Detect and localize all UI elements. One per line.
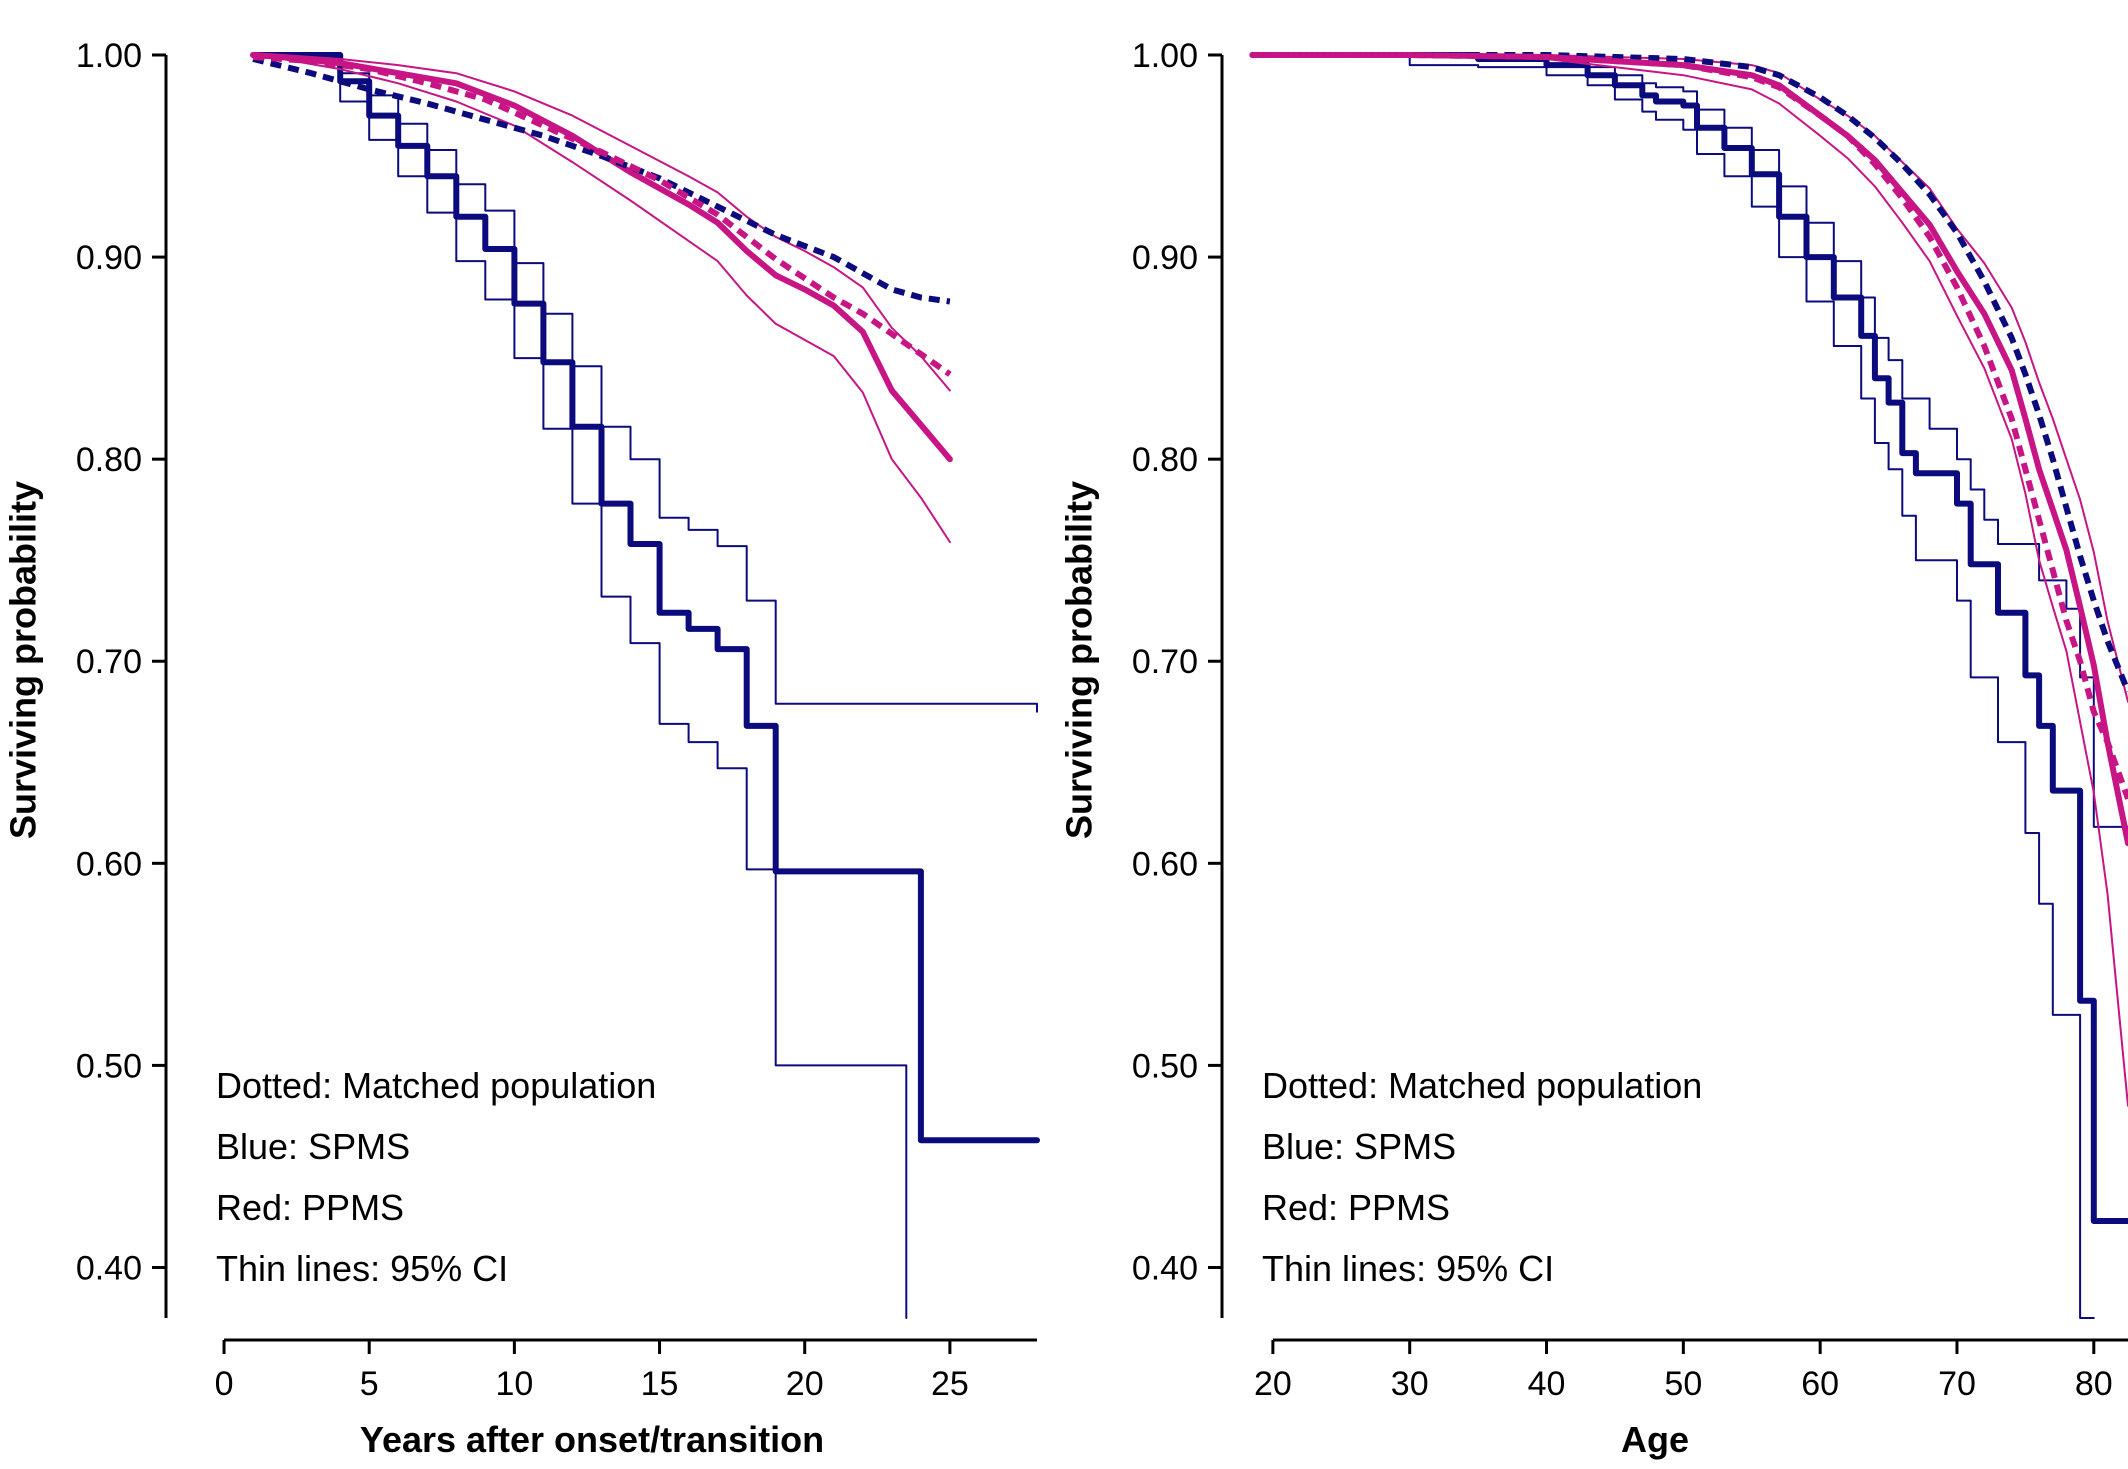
panel1-y-tick-label: 0.60 [1132,845,1198,883]
panel0-ppms-matched-line-7 [252,54,952,377]
panel0-x-tick-label: 15 [641,1365,679,1403]
panel0-x-tick-label: 20 [786,1365,824,1403]
panel1-x-tick-label: 60 [1801,1365,1839,1403]
right-series-layer [1249,52,2128,1319]
panel0-x-tick-label: 10 [495,1365,533,1403]
panel0-y-tick-label: 0.40 [76,1249,142,1287]
left-panel: 0.40 0.50 0.60 0.70 0.80 0.90 1.00 0 5 10 15 20 25 Y… [3,37,1040,1460]
panel1-x-tick-label: 70 [1938,1365,1976,1403]
panel0-y-tick-label: 0.50 [76,1047,142,1085]
right-legend-item: Red: PPMS [1262,1187,1450,1228]
left-series-layer [250,52,1040,1319]
panel1-x-tick-label: 30 [1391,1365,1429,1403]
panel0-x-tick-label: 5 [360,1365,379,1403]
right-panel: 0.40 0.50 0.60 0.70 0.80 0.90 1.00 20 30 40 50 60 70… [1059,37,2128,1460]
panel0-y-tick-label: 0.60 [76,845,142,883]
right-axes: 0.40 0.50 0.60 0.70 0.80 0.90 1.00 20 30 40 50 60 70… [1132,37,2128,1403]
panel0-spms-estimate-line-0 [250,52,1040,1144]
panel0-y-tick-label: 0.80 [76,441,142,479]
panel1-y-tick-label: 0.80 [1132,441,1198,479]
panel1-spms-matched-line-6 [1252,52,2128,693]
panel0-ppms-ci-line-4 [252,54,951,392]
left-legend: Dotted: Matched population Blue: SPMS Re… [216,1065,656,1289]
panel0-x-tick-label: 25 [931,1365,969,1403]
panel0-ppms-ci-line-5 [252,54,951,543]
right-legend-item: Thin lines: 95% CI [1262,1248,1554,1289]
panel1-x-tick-label: 20 [1254,1365,1292,1403]
left-legend-item: Red: PPMS [216,1187,404,1228]
panel1-spms-ci-line-1 [1251,54,2128,828]
panel1-y-tick-label: 0.50 [1132,1047,1198,1085]
panel1-x-tick-label: 50 [1664,1365,1702,1403]
panel1-y-tick-label: 0.90 [1132,239,1198,277]
panel1-x-tick-label: 40 [1528,1365,1566,1403]
panel1-spms-estimate-line-0 [1249,52,2128,1224]
left-legend-item: Blue: SPMS [216,1126,410,1167]
right-legend-item: Dotted: Matched population [1262,1065,1702,1106]
panel0-x-tick-label: 0 [215,1365,234,1403]
panel1-y-tick-label: 0.40 [1132,1249,1198,1287]
panel0-spms-matched-line-6 [252,56,951,305]
panel1-spms-ci-line-2 [1251,54,2095,1319]
panel0-y-tick-label: 1.00 [76,37,142,75]
panel1-ppms-estimate-line-3 [1249,52,2128,847]
panel1-y-tick-label: 1.00 [1132,37,1198,75]
panel1-ppms-ci-line-4 [1251,54,2128,703]
panel0-y-tick-label: 0.90 [76,239,142,277]
panel1-ppms-matched-line-7 [1252,52,2128,800]
left-y-axis-title: Surviving probability [3,481,44,839]
left-x-axis-title: Years after onset/transition [360,1419,824,1460]
left-legend-item: Thin lines: 95% CI [216,1248,508,1289]
panel1-ppms-ci-line-5 [1251,54,2128,1107]
panel0-y-tick-label: 0.70 [76,643,142,681]
panel0-spms-ci-line-2 [252,54,908,1319]
panel1-y-tick-label: 0.70 [1132,643,1198,681]
right-x-axis-title: Age [1621,1419,1689,1460]
panel1-x-tick-label: 80 [2075,1365,2113,1403]
right-y-axis-title: Surviving probability [1059,481,1100,839]
right-legend: Dotted: Matched population Blue: SPMS Re… [1262,1065,1702,1289]
left-legend-item: Dotted: Matched population [216,1065,656,1106]
left-axes: 0.40 0.50 0.60 0.70 0.80 0.90 1.00 0 5 10 15 20 25 [76,37,1037,1403]
panel0-spms-ci-line-1 [252,54,1038,713]
right-legend-item: Blue: SPMS [1262,1126,1456,1167]
